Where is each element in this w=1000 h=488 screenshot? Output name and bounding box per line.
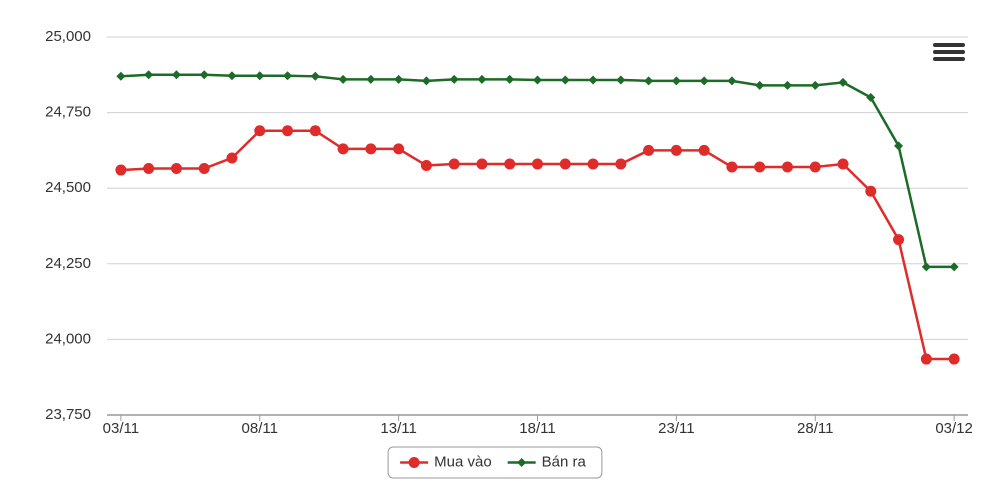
point (920, 353, 932, 365)
point (393, 143, 405, 155)
y-tick-label: 25,000 (45, 28, 91, 45)
point (810, 80, 820, 90)
menu-bar (933, 43, 965, 47)
point (255, 71, 265, 81)
point (921, 262, 931, 272)
point (865, 185, 877, 197)
point (282, 125, 294, 137)
point (781, 161, 793, 173)
point (560, 75, 570, 85)
y-tick-label: 24,750 (45, 104, 91, 121)
point (754, 161, 766, 173)
point (449, 74, 459, 84)
point (643, 144, 655, 156)
point (616, 75, 626, 85)
legend-box (387, 446, 603, 479)
legend-marker (517, 458, 527, 467)
point (477, 74, 487, 84)
point (226, 152, 238, 164)
point (170, 163, 182, 175)
legend: Mua vào Bán ra (387, 446, 603, 479)
x-tick-label: 28/11 (797, 420, 833, 437)
point (310, 71, 320, 81)
point (366, 74, 376, 84)
x-tick-label: 13/11 (380, 420, 416, 437)
point (894, 141, 904, 151)
point (420, 160, 432, 172)
point (726, 161, 738, 173)
point (448, 158, 460, 170)
point (533, 75, 542, 85)
point (505, 74, 515, 84)
point (532, 158, 543, 170)
point (421, 76, 431, 86)
y-tick-label: 24,500 (45, 179, 91, 196)
point (504, 158, 516, 170)
point (198, 163, 210, 175)
legend-marker (408, 457, 420, 468)
point (338, 74, 348, 84)
point (476, 158, 488, 170)
point (144, 70, 154, 80)
point (615, 158, 627, 170)
legend-label: Mua vào (434, 453, 492, 470)
x-tick-label: 03/11 (103, 420, 139, 437)
point (254, 125, 266, 137)
point (809, 161, 821, 173)
point (644, 76, 654, 86)
point (116, 71, 126, 81)
y-tick-label: 24,250 (45, 255, 91, 272)
point (949, 262, 959, 272)
menu-bar (933, 50, 965, 54)
point (838, 77, 848, 87)
point (115, 164, 127, 176)
x-tick-label: 18/11 (519, 420, 555, 437)
point (755, 80, 765, 90)
series-line (120, 73, 955, 269)
point (309, 125, 321, 137)
point (699, 76, 709, 86)
point (782, 80, 792, 90)
point (837, 158, 849, 170)
legend-label: Bán ra (542, 453, 587, 470)
point (866, 92, 876, 102)
point (670, 144, 682, 156)
point (337, 143, 349, 155)
point (727, 76, 737, 86)
point (394, 74, 404, 84)
menu-bar (933, 57, 965, 61)
point (559, 158, 571, 170)
point (893, 234, 905, 246)
point (199, 70, 209, 80)
point (143, 163, 155, 175)
x-tick-label: 23/11 (658, 420, 694, 437)
menu-icon[interactable] (933, 43, 965, 61)
x-tick-label: 08/11 (242, 420, 278, 437)
point (698, 144, 710, 156)
point (365, 143, 377, 155)
point (671, 76, 681, 86)
point (171, 70, 181, 80)
point (227, 71, 237, 81)
point (587, 158, 599, 170)
point (588, 75, 598, 85)
x-tick-label: 03/12 (935, 420, 973, 437)
point (948, 353, 960, 365)
y-tick-label: 24,000 (45, 330, 91, 347)
y-tick-label: 23,750 (45, 406, 91, 423)
point (283, 71, 293, 81)
